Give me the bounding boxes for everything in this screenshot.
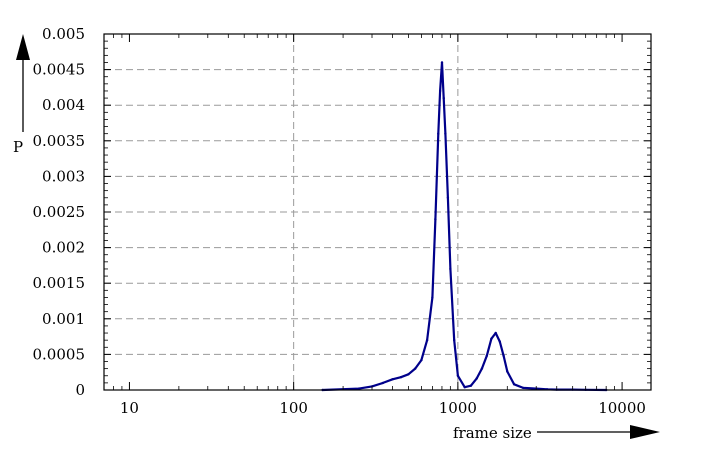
x-axis-label: frame size <box>453 424 532 442</box>
series-line <box>322 61 607 392</box>
data-point <box>381 381 385 385</box>
ticks <box>103 33 651 391</box>
y-tick-label: 0.004 <box>42 96 85 114</box>
y-tick-label: 0.0005 <box>33 345 86 363</box>
data-point <box>434 217 437 221</box>
y-tick-label: 0.003 <box>42 167 85 185</box>
data-point <box>463 386 466 389</box>
data-point <box>485 354 488 357</box>
data-point <box>502 354 505 357</box>
data-point <box>442 96 445 100</box>
data-point <box>522 386 525 390</box>
data-point <box>446 196 450 199</box>
data-point <box>444 132 447 135</box>
y-tick-label: 0.0015 <box>33 274 86 292</box>
y-tick-label: 0.0025 <box>33 203 86 221</box>
data-point <box>480 367 484 370</box>
data-point <box>475 377 478 380</box>
data-point <box>490 337 493 340</box>
y-tick-label: 0.002 <box>42 239 85 257</box>
grid <box>104 34 651 390</box>
x-tick-label: 100 <box>279 399 308 417</box>
x-tick-label: 10000 <box>598 399 646 417</box>
data-point <box>431 296 434 299</box>
y-tick-label: 0.005 <box>42 25 85 43</box>
y-tick-label: 0.0045 <box>33 61 86 79</box>
y-tick-label: 0.001 <box>42 310 85 328</box>
data-point <box>440 61 444 64</box>
y-tick-label: 0 <box>75 381 85 399</box>
y-tick-label: 0.0035 <box>33 132 86 150</box>
data-point <box>449 267 452 271</box>
data-point <box>453 339 456 342</box>
data-point <box>414 367 417 370</box>
data-point <box>512 383 516 386</box>
data-point <box>498 340 501 343</box>
data-point <box>357 387 361 390</box>
data-point <box>420 358 423 362</box>
data-point <box>399 376 403 379</box>
data-point <box>391 378 394 381</box>
data-point <box>506 370 509 373</box>
x-tick-label: 1000 <box>439 399 477 417</box>
y-axis-label: P <box>13 138 23 156</box>
x-axis-arrow <box>537 425 660 439</box>
data-point <box>437 132 440 135</box>
data-point <box>438 89 442 93</box>
data-point <box>456 374 460 377</box>
data-point <box>425 339 429 342</box>
data-point <box>469 384 473 387</box>
x-tick-label: 10 <box>120 399 139 417</box>
y-axis-arrow <box>16 34 30 132</box>
tick-labels: 0 0.0005 0.001 0.0015 0.002 0.0025 0.003 0.0035… <box>33 25 646 417</box>
series-layer <box>321 61 608 392</box>
data-point <box>494 331 497 335</box>
data-point <box>407 373 410 376</box>
